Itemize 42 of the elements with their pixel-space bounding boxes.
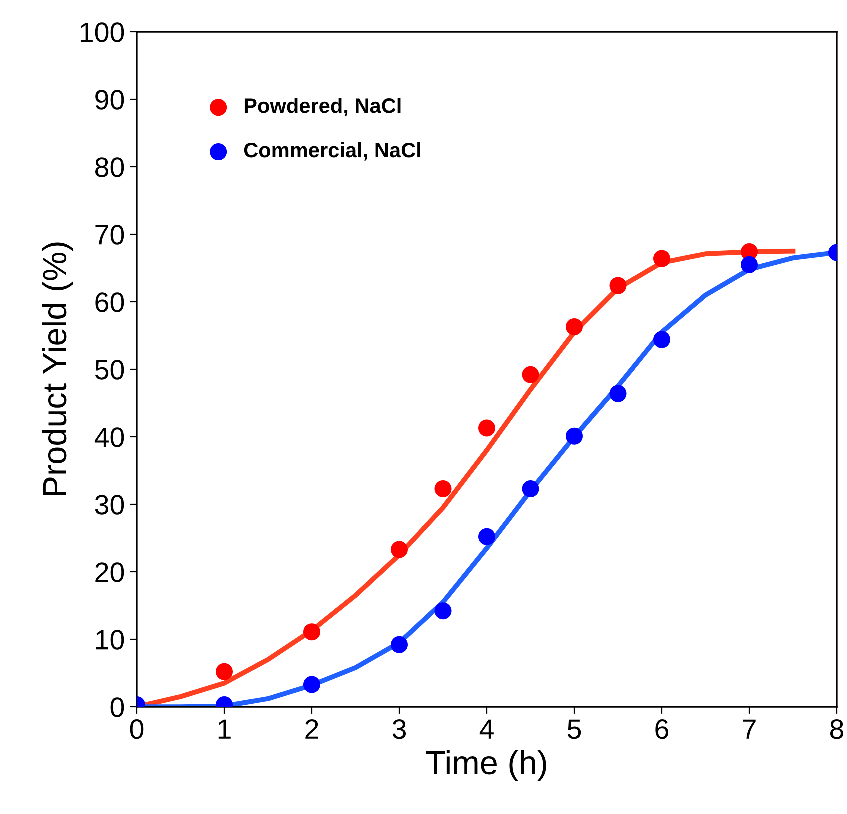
- point: [522, 366, 540, 384]
- point: [478, 420, 496, 437]
- x-tick-label: 7: [743, 720, 756, 739]
- point: [653, 250, 671, 268]
- x-tick-label: 6: [656, 720, 669, 740]
- y-tick-label: 70: [96, 225, 124, 245]
- y-tick-label: 60: [96, 292, 124, 312]
- point: [390, 541, 408, 558]
- point: [390, 636, 408, 654]
- point: [216, 663, 234, 680]
- y-tick-label: 20: [96, 562, 124, 582]
- point: [566, 428, 584, 445]
- point: [566, 318, 584, 336]
- legend-label: Powdered, NaCl: [244, 98, 401, 116]
- y-tick-label: 90: [96, 90, 124, 110]
- y-tick-label: 10: [96, 630, 124, 650]
- point: [522, 480, 540, 498]
- point: [434, 602, 452, 620]
- point: [610, 277, 627, 294]
- y-tick-label: 30: [95, 495, 124, 515]
- y-tick-label: 80: [96, 158, 124, 178]
- point: [740, 256, 758, 274]
- x-tick-label: 0: [130, 720, 144, 740]
- x-tick-label: 4: [480, 720, 494, 739]
- x-tick-label: 5: [568, 720, 582, 740]
- point: [653, 331, 671, 348]
- y-axis-title: Product Yield (%): [42, 242, 74, 496]
- y-tick-label: 0: [110, 698, 124, 718]
- point: [610, 385, 627, 402]
- point: [434, 480, 452, 498]
- point: [303, 676, 321, 694]
- y-tick-label: 50: [95, 360, 124, 380]
- legend-label: Commercial, NaCl: [244, 142, 420, 161]
- x-tick-label: 1: [218, 720, 231, 739]
- point: [303, 624, 321, 641]
- x-tick-label: 3: [392, 720, 406, 740]
- x-tick-label: 8: [830, 720, 844, 740]
- y-tick-label: 100: [80, 22, 124, 42]
- x-axis-title: Time (h): [426, 750, 546, 782]
- x-tick-label: 2: [306, 720, 318, 739]
- y-tick-label: 40: [94, 428, 124, 448]
- point: [478, 528, 496, 546]
